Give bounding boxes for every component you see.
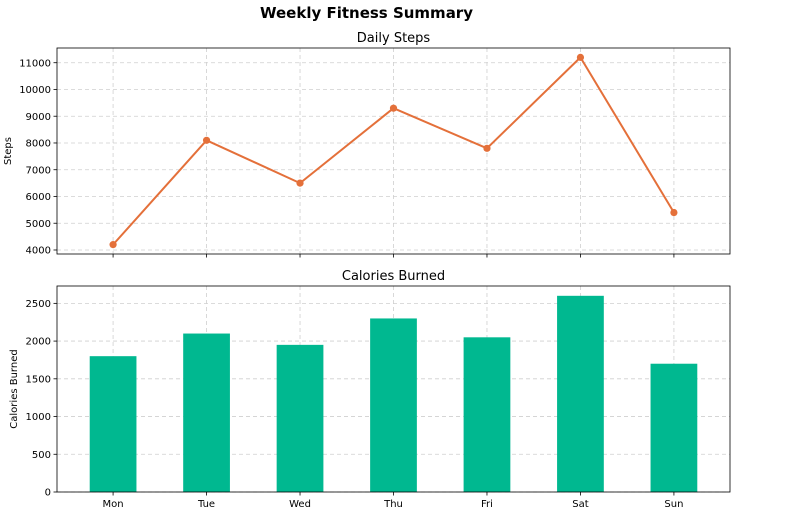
bar-sat (557, 295, 604, 492)
ytick-label-0-7: 11000 (19, 58, 51, 69)
ytick-label-0-3: 7000 (26, 165, 51, 176)
xtick-label-tue: Tue (197, 499, 215, 510)
bar-sun (650, 363, 698, 492)
figure-title: Weekly Fitness Summary (259, 4, 473, 22)
bar-thu (370, 318, 417, 492)
ytick-label-0-1: 5000 (26, 219, 51, 230)
xtick-label-sat: Sat (572, 499, 588, 510)
ytick-label-0-0: 4000 (26, 246, 51, 257)
steps-point-fri (483, 144, 491, 152)
xtick-label-thu: Thu (383, 499, 403, 510)
ytick-label-0-2: 6000 (26, 192, 51, 203)
ylabel-1: Calories Burned (9, 349, 20, 428)
steps-point-tue (202, 136, 211, 144)
steps-point-sat (576, 53, 585, 61)
xtick-label-sun: Sun (664, 499, 683, 510)
ytick-label-1-3: 1500 (26, 374, 51, 385)
ytick-label-1-5: 2500 (26, 299, 51, 310)
bar-wed (276, 344, 324, 492)
subplot-title-0: Daily Steps (357, 31, 431, 46)
steps-point-sun (670, 208, 678, 217)
ytick-label-1-1: 500 (32, 450, 51, 461)
ytick-label-0-6: 10000 (19, 85, 51, 96)
bar-tue (183, 333, 230, 492)
ytick-label-0-5: 9000 (26, 112, 51, 123)
bar-mon (89, 356, 137, 492)
ytick-label-1-2: 1000 (26, 412, 51, 423)
bar-fri (463, 337, 511, 492)
ytick-label-0-4: 8000 (26, 139, 51, 150)
ytick-label-1-0: 0 (45, 488, 51, 499)
subplot-title-1: Calories Burned (342, 269, 445, 284)
steps-point-wed (296, 179, 304, 187)
steps-point-thu (389, 104, 398, 112)
ylabel-0: Steps (3, 137, 14, 165)
xtick-label-fri: Fri (481, 499, 493, 510)
steps-point-mon (109, 241, 117, 249)
ytick-label-1-4: 2000 (26, 337, 51, 348)
xtick-label-wed: Wed (289, 499, 311, 510)
xtick-label-mon: Mon (103, 499, 124, 510)
